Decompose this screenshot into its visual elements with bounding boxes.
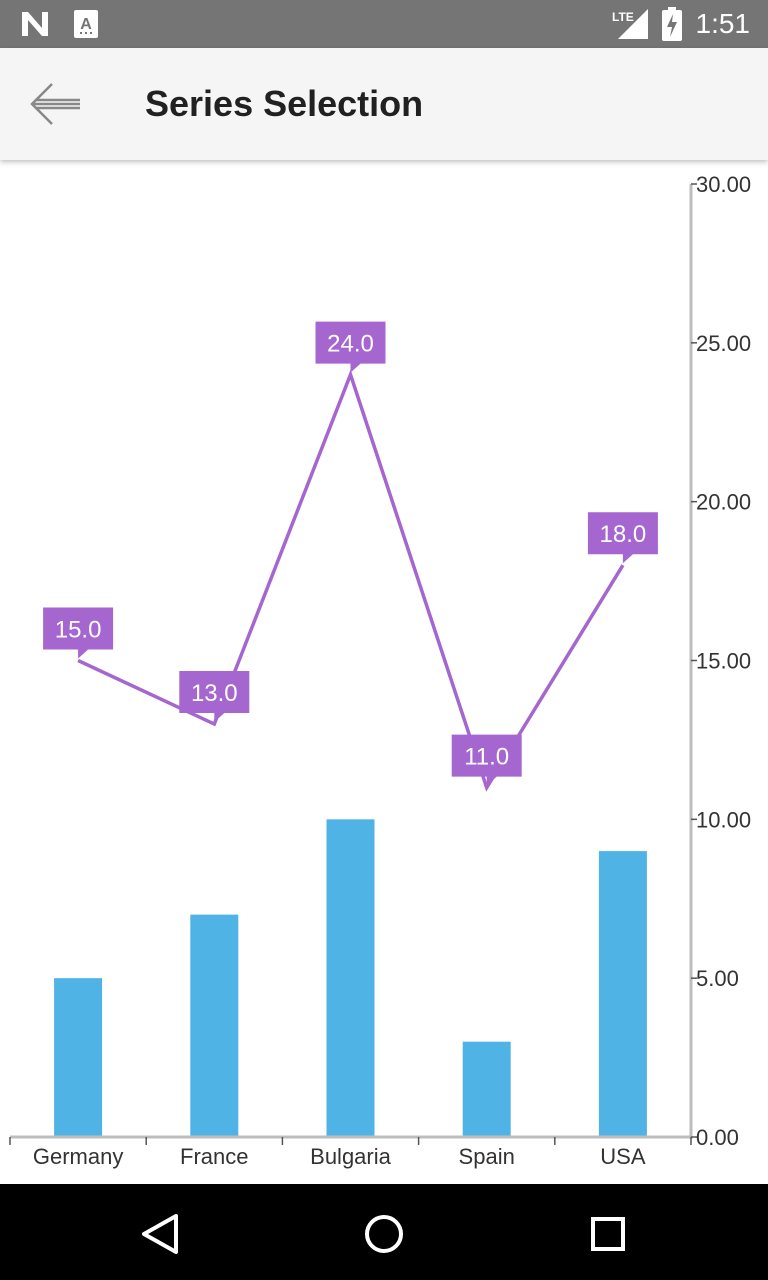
lte-signal-icon: LTE [612,9,648,39]
y-tick-label: 15.00 [696,649,751,674]
keyboard-a-icon: A [74,10,98,38]
network-type-label: LTE [612,10,634,24]
y-tick-label: 0.00 [696,1125,739,1150]
y-tick-label: 20.00 [696,490,751,515]
data-label-callout [43,607,114,659]
x-tick-label: Bulgaria [310,1144,391,1169]
bar[interactable] [326,819,375,1137]
combo-chart[interactable]: 0.00 5.00 10.00 15.00 20.00 25.00 30.00 Germany… [0,160,768,1184]
arrow-back-icon [30,83,80,125]
nav-back-icon[interactable] [130,1204,190,1264]
data-label: 24.0 [327,331,374,358]
nav-recents-icon[interactable] [578,1204,638,1264]
data-label-callout [451,734,522,786]
line-series[interactable] [77,369,625,792]
app-bar: Series Selection [0,48,768,160]
x-tick-label: France [180,1144,248,1169]
navigation-bar [0,1184,768,1280]
nav-home-icon[interactable] [354,1204,414,1264]
status-bar: A LTE 1:51 [0,0,768,48]
data-label: 15.0 [55,617,102,644]
page-title: Series Selection [145,83,424,124]
data-label: 18.0 [600,521,647,548]
data-label-callout [587,512,658,564]
y-tick-label: 5.00 [696,966,739,991]
back-button[interactable] [22,72,86,136]
status-time: 1:51 [695,8,751,39]
x-tick-label: USA [600,1144,646,1169]
y-tick-label: 25.00 [696,331,751,356]
data-label-callout [179,671,250,723]
notification-n-icon [22,12,48,36]
x-tick-label: Germany [33,1144,123,1169]
data-label: 11.0 [464,744,509,771]
svg-text:A: A [80,16,92,33]
bar[interactable] [190,914,239,1137]
data-label-callout [315,321,386,373]
battery-charging-icon [661,7,682,41]
data-label: 13.0 [191,680,238,707]
y-tick-label: 10.00 [696,807,751,832]
bar[interactable] [54,978,103,1137]
y-tick-label: 30.00 [696,172,751,197]
bar[interactable] [462,1041,511,1137]
x-tick-label: Spain [459,1144,515,1169]
bar[interactable] [598,851,647,1137]
